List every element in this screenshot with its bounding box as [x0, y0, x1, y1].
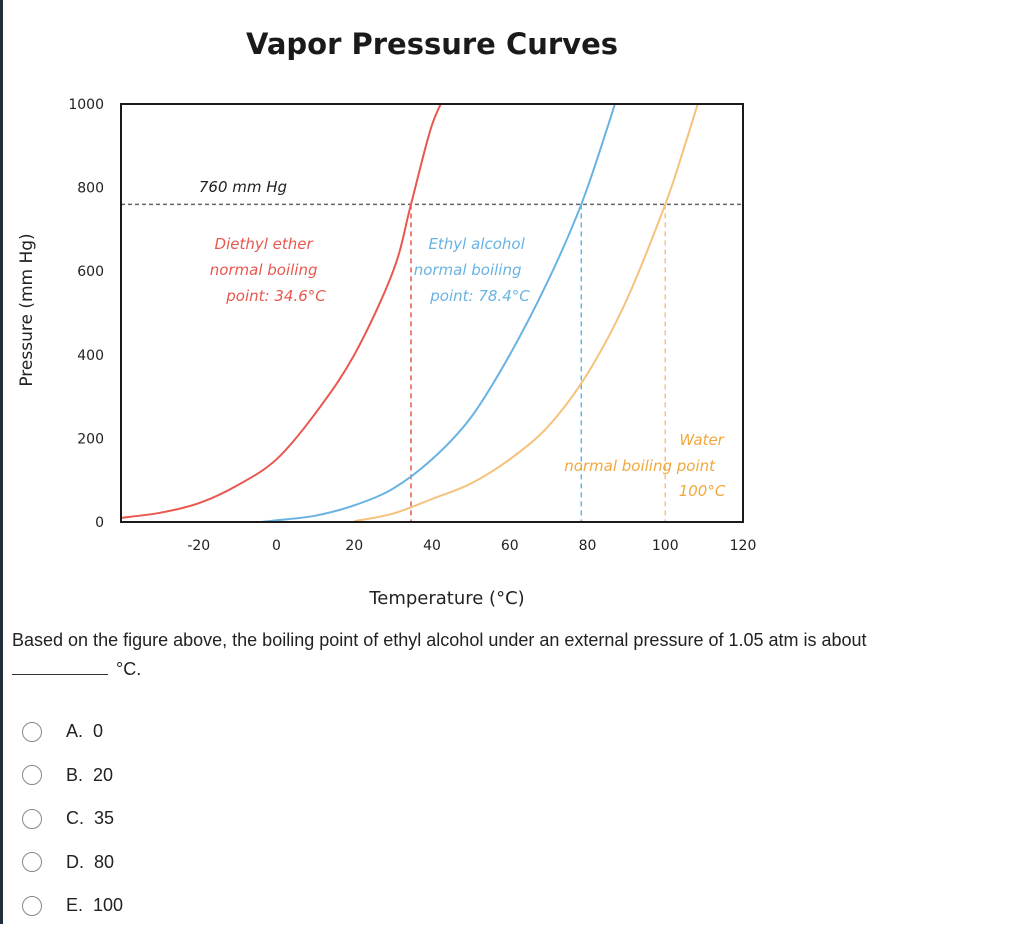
choice-a[interactable]: A. 0 — [22, 710, 123, 754]
vapor-pressure-curves — [121, 104, 699, 522]
x-tick-label: 80 — [579, 538, 597, 554]
series-line-0 — [121, 104, 442, 519]
annotation-ethyl-alcohol-line1: Ethyl alcohol — [428, 235, 525, 253]
annotation-water-line1: Water — [679, 431, 724, 449]
left-edge-bar — [0, 0, 3, 924]
choice-e[interactable]: E. 100 — [22, 884, 123, 928]
annotation-diethyl-ether-line1: Diethyl ether — [215, 235, 314, 253]
answer-blank — [12, 658, 108, 675]
annotation-ethyl-alcohol-line2: normal boiling — [414, 261, 522, 279]
choice-label: A. 0 — [66, 721, 104, 742]
x-tick-label: 20 — [345, 538, 363, 554]
answer-choices: A. 0 B. 20 C. 35 D. 80 E. 100 — [22, 710, 123, 928]
choice-label: E. 100 — [66, 895, 124, 916]
radio-button[interactable] — [22, 765, 42, 786]
reference-line-label: 760 mm Hg — [199, 178, 287, 196]
series-line-1 — [260, 104, 616, 522]
y-tick-label: 1000 — [68, 97, 104, 113]
boiling-point-drop-lines — [410, 204, 666, 522]
question-text: Based on the figure above, the boiling p… — [12, 626, 1018, 684]
plot-frame — [120, 103, 744, 523]
chart-title: Vapor Pressure Curves — [246, 27, 618, 61]
series-line-2 — [354, 104, 699, 522]
choice-c[interactable]: C. 35 — [22, 797, 123, 841]
y-tick-label: 800 — [77, 181, 104, 197]
y-axis-label: Pressure (mm Hg) — [17, 233, 37, 386]
question-prompt: Based on the figure above, the boiling p… — [12, 630, 867, 650]
x-axis-label: Temperature (°C) — [368, 588, 524, 609]
choice-d[interactable]: D. 80 — [22, 841, 123, 885]
radio-button[interactable] — [22, 808, 42, 829]
annotation-water: Water normal boiling point 100°C — [564, 431, 728, 500]
radio-button[interactable] — [22, 852, 42, 873]
x-tick-label: 100 — [652, 538, 679, 554]
choice-label: D. 80 — [66, 851, 115, 872]
radio-button[interactable] — [22, 721, 42, 742]
x-tick-labels: -20 0 20 40 60 80 100 120 — [187, 538, 756, 554]
annotation-diethyl-ether-line2: normal boiling — [210, 261, 318, 279]
x-tick-label: -20 — [187, 538, 210, 554]
annotation-ethyl-alcohol: Ethyl alcohol normal boiling point: 78.4… — [414, 235, 531, 305]
annotation-diethyl-ether-line3: point: 34.6°C — [225, 287, 326, 305]
x-tick-label: 120 — [730, 538, 757, 554]
y-tick-label: 200 — [77, 431, 104, 447]
vapor-pressure-chart: Vapor Pressure Curves Pressure (mm Hg) T… — [17, 27, 756, 609]
y-tick-label: 0 — [95, 515, 104, 531]
choice-label: C. 35 — [66, 808, 115, 829]
x-tick-label: 60 — [501, 538, 519, 554]
choice-label: B. 20 — [66, 764, 114, 785]
choice-b[interactable]: B. 20 — [22, 754, 123, 798]
x-tick-label: 40 — [423, 538, 441, 554]
annotation-water-line3: 100°C — [679, 482, 726, 500]
y-tick-labels: 0 200 400 600 800 1000 — [68, 97, 104, 531]
annotation-diethyl-ether: Diethyl ether normal boiling point: 34.6… — [210, 235, 327, 305]
y-tick-label: 600 — [77, 264, 104, 280]
y-tick-label: 400 — [77, 348, 104, 364]
x-tick-label: 0 — [272, 538, 281, 554]
annotation-water-line2: normal boiling point — [564, 457, 716, 475]
annotation-ethyl-alcohol-line3: point: 78.4°C — [429, 287, 530, 305]
question-unit: °C. — [116, 659, 142, 679]
radio-button[interactable] — [22, 895, 42, 916]
